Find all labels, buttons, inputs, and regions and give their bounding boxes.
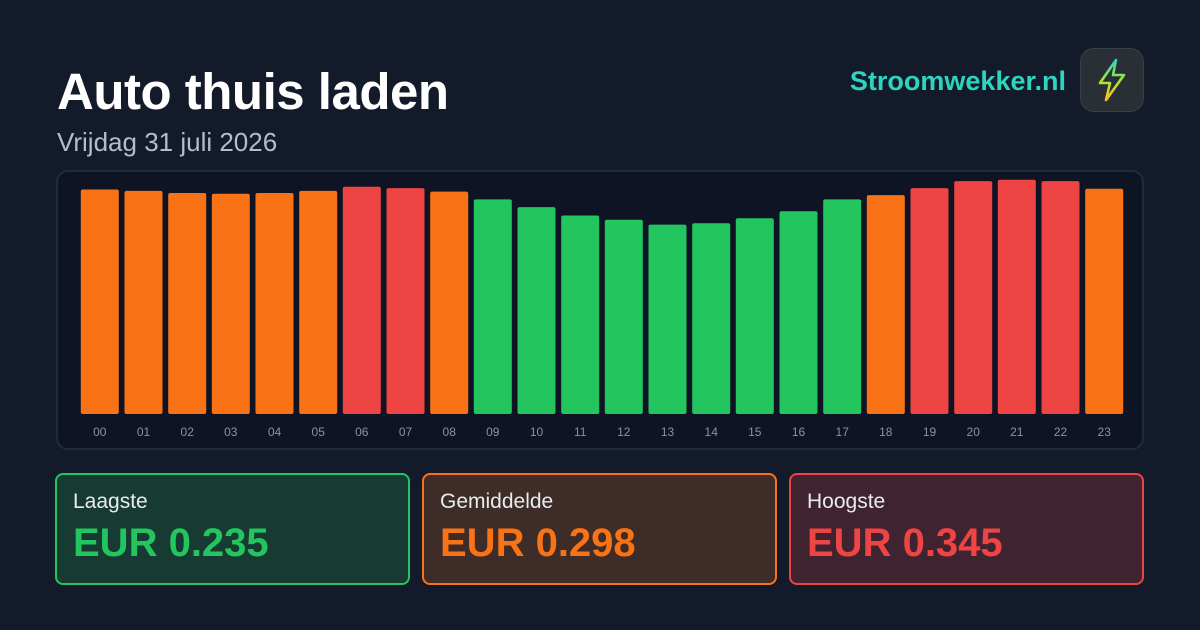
bar-hour-05: [299, 190, 338, 414]
bar-hour-11: [561, 215, 600, 414]
x-tick-label: 16: [792, 425, 806, 439]
price-bar-chart: 00 01 02 03 04 05 06 07 08 09 10 11 12 13 14 15 16 17 18 19…: [80, 179, 1124, 439]
x-tick-label: 10: [530, 425, 544, 439]
x-tick-label: 09: [486, 425, 500, 439]
bar-hour-00: [80, 189, 119, 414]
bar-hour-09: [473, 199, 512, 414]
page-subtitle-date: Vrijdag 31 juli 2026: [57, 127, 278, 157]
stat-card-highest: Hoogste EUR 0.345: [789, 473, 1144, 585]
x-tick-label: 22: [1054, 425, 1068, 439]
bar-hour-19: [910, 188, 949, 414]
bar-hour-21: [997, 179, 1036, 414]
bar-hour-12: [604, 219, 643, 414]
price-chart: 00 01 02 03 04 05 06 07 08 09 10 11 12 13 14 15 16 17 18 19…: [56, 170, 1144, 450]
brand-name[interactable]: Stroomwekker.nl: [849, 66, 1066, 96]
bar-hour-01: [124, 190, 163, 414]
stat-lowest-value: EUR 0.235: [73, 521, 269, 565]
bar-hour-15: [735, 218, 774, 414]
x-tick-label: 20: [967, 425, 981, 439]
stat-average-label: Gemiddelde: [440, 490, 554, 513]
lightning-bolt-icon: [1098, 58, 1126, 102]
x-tick-label: 11: [574, 425, 587, 439]
x-tick-label: 15: [748, 425, 762, 439]
x-tick-label: 23: [1098, 425, 1112, 439]
stat-card-lowest: Laagste EUR 0.235: [55, 473, 410, 585]
x-tick-label: 04: [268, 425, 282, 439]
bar-hour-22: [1041, 181, 1080, 414]
x-tick-label: 01: [137, 425, 151, 439]
stat-average-value: EUR 0.298: [440, 521, 636, 565]
x-tick-label: 02: [181, 425, 195, 439]
bar-hour-06: [342, 186, 381, 414]
stat-highest-label: Hoogste: [807, 490, 886, 513]
bar-hour-13: [648, 224, 687, 414]
bar-hour-17: [823, 199, 862, 414]
x-tick-label: 14: [705, 425, 719, 439]
x-tick-label: 18: [879, 425, 893, 439]
stat-highest-value: EUR 0.345: [807, 521, 1003, 565]
bar-hour-03: [211, 193, 250, 414]
bar-hour-18: [866, 195, 905, 414]
x-tick-label: 17: [836, 425, 850, 439]
x-tick-label: 19: [923, 425, 937, 439]
page-title: Auto thuis laden: [57, 63, 449, 120]
x-tick-label: 00: [93, 425, 107, 439]
x-tick-label: 05: [312, 425, 326, 439]
bar-hour-20: [954, 181, 993, 414]
x-tick-label: 07: [399, 425, 413, 439]
bar-hour-16: [779, 211, 818, 414]
x-tick-label: 08: [443, 425, 457, 439]
x-tick-label: 12: [617, 425, 631, 439]
x-tick-label: 21: [1010, 425, 1024, 439]
x-tick-label: 13: [661, 425, 675, 439]
bar-hour-14: [692, 223, 731, 414]
stat-lowest-label: Laagste: [73, 490, 148, 513]
bar-hour-07: [386, 188, 425, 414]
bar-hour-08: [430, 191, 469, 414]
bar-hour-04: [255, 193, 294, 414]
bar-hour-10: [517, 207, 556, 414]
bar-hour-02: [168, 193, 207, 414]
x-tick-label: 03: [224, 425, 238, 439]
stat-card-average: Gemiddelde EUR 0.298: [422, 473, 777, 585]
x-tick-label: 06: [355, 425, 369, 439]
bar-hour-23: [1085, 188, 1124, 414]
logo[interactable]: [1080, 48, 1144, 112]
